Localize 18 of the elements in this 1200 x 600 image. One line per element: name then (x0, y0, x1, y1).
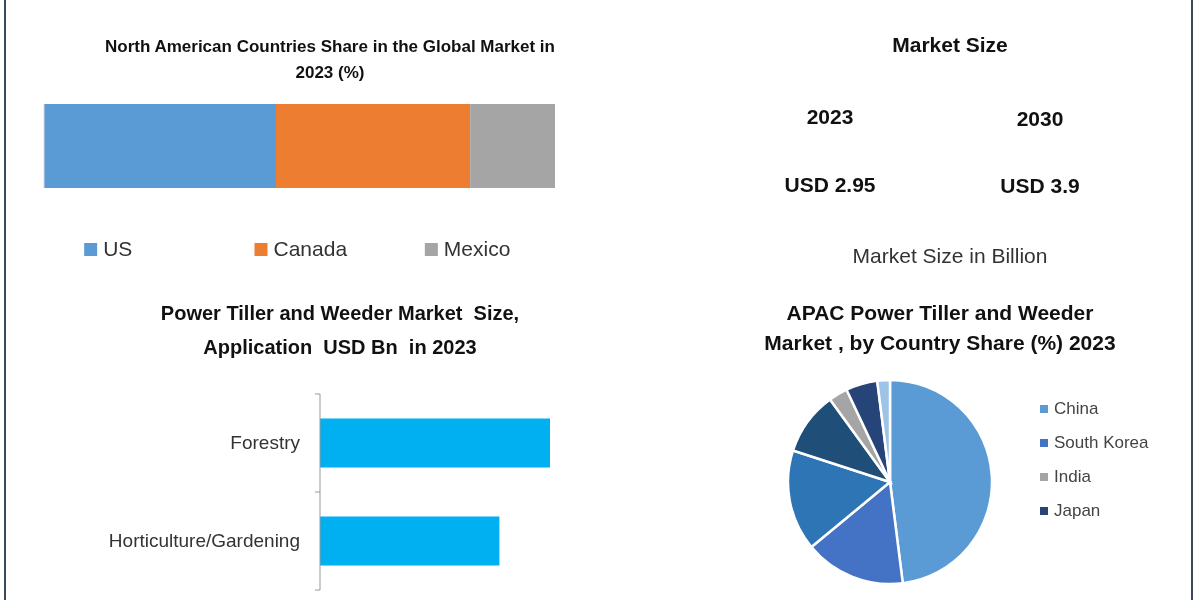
text: 2023 (806, 105, 854, 128)
text: USD 3.9 (1000, 174, 1080, 197)
text: Market Size (892, 33, 1008, 56)
text: 2030 (1016, 107, 1064, 130)
y-tick-label: Horticulture/Gardening (108, 530, 300, 551)
legend-label: China (1054, 399, 1099, 418)
text: Market Size in Billion (852, 244, 1048, 267)
legend-label: US (103, 237, 133, 260)
text: USD 2.95 (784, 173, 876, 196)
y-tick-label: Forestry (230, 432, 301, 453)
legend-label: Japan (1054, 501, 1101, 520)
legend-label: Mexico (443, 237, 511, 260)
chart-title: North American Countries Share in the Global Market in 2023 (%) (105, 37, 555, 82)
legend-label: Canada (273, 237, 348, 260)
chart-title: APAC Power Tiller and Weeder Market , by Country Share (%) 2023 (764, 301, 1116, 354)
legend-label: India (1054, 467, 1092, 486)
chart-title: Power Tiller and Weeder Market Size, Application USD Bn in 2023 (160, 302, 520, 358)
legend-label: South Korea (1054, 433, 1150, 452)
